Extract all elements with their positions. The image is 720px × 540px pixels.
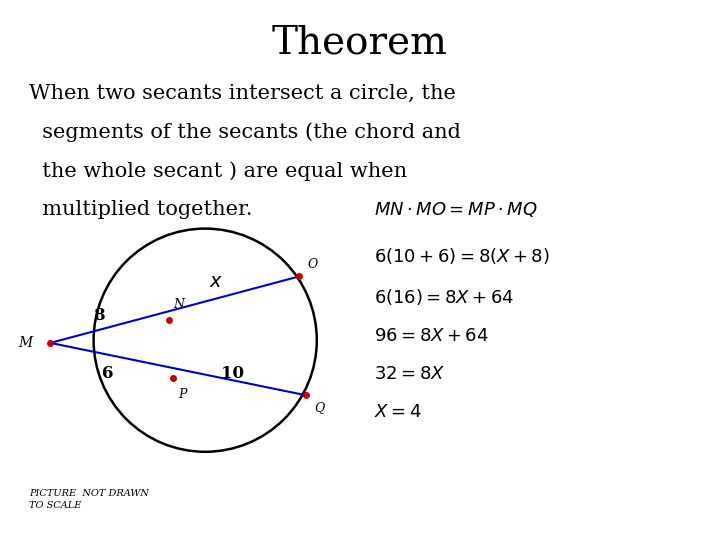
Text: Q: Q bbox=[315, 401, 325, 414]
Text: Theorem: Theorem bbox=[272, 24, 448, 62]
Text: $6(16)= 8X+64$: $6(16)= 8X+64$ bbox=[374, 287, 515, 307]
Text: $6(10+6)= 8(X+8)$: $6(10+6)= 8(X+8)$ bbox=[374, 246, 550, 266]
Text: the whole secant ) are equal when: the whole secant ) are equal when bbox=[29, 161, 407, 181]
Text: $MN \cdot MO = MP \cdot MQ$: $MN \cdot MO = MP \cdot MQ$ bbox=[374, 200, 538, 219]
Text: N: N bbox=[173, 298, 184, 311]
Text: $x$: $x$ bbox=[209, 273, 223, 291]
Text: P: P bbox=[179, 388, 187, 401]
Text: $X = 4$: $X = 4$ bbox=[374, 403, 422, 421]
Text: $96 = 8X+64$: $96 = 8X+64$ bbox=[374, 327, 489, 345]
Text: O: O bbox=[307, 258, 318, 271]
Text: 8: 8 bbox=[93, 307, 105, 323]
Text: When two secants intersect a circle, the: When two secants intersect a circle, the bbox=[29, 84, 456, 103]
Text: 10: 10 bbox=[221, 364, 243, 382]
Text: $32 = 8X$: $32 = 8X$ bbox=[374, 365, 446, 383]
Text: PICTURE  NOT DRAWN
TO SCALE: PICTURE NOT DRAWN TO SCALE bbox=[29, 489, 148, 510]
Text: 6: 6 bbox=[102, 366, 114, 382]
Text: M: M bbox=[18, 336, 32, 350]
Text: segments of the secants (the chord and: segments of the secants (the chord and bbox=[29, 123, 461, 142]
Text: multiplied together.: multiplied together. bbox=[29, 200, 252, 219]
